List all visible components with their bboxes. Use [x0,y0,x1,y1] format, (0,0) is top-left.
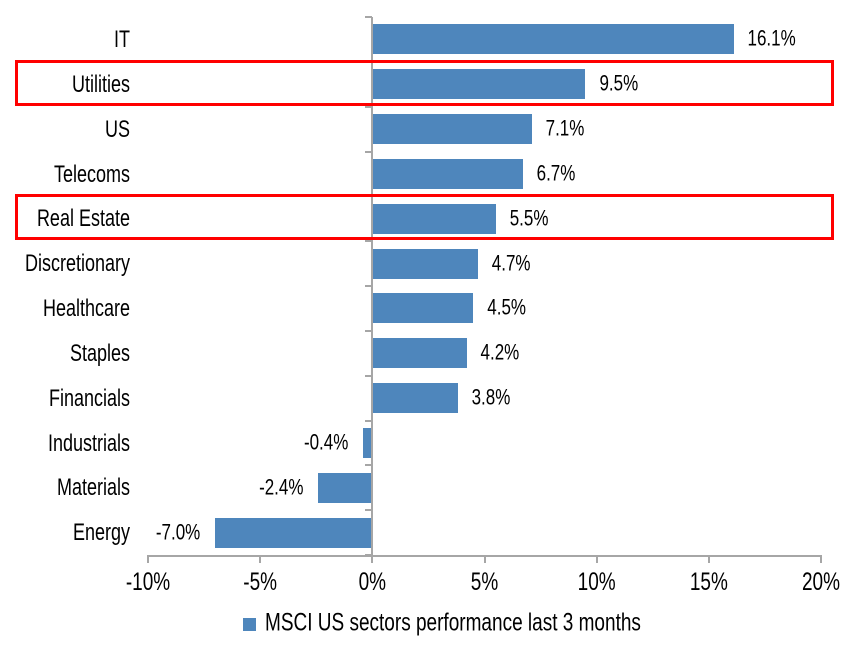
category-label: Energy [72,518,130,546]
x-tick-label: 5% [470,569,499,597]
value-label: -0.4% [303,429,349,455]
y-axis-tick [365,240,373,243]
value-label: 3.8% [471,384,511,410]
y-axis-tick [365,105,373,108]
bar [363,427,373,458]
category-label: Discretionary [24,249,130,277]
value-label: 4.7% [491,250,531,276]
value-label: 7.1% [545,115,585,141]
bar [215,517,373,548]
x-tick-label: -10% [125,569,171,597]
value-label: 4.5% [487,295,527,321]
category-label: Staples [69,339,130,366]
x-tick-label: -5% [243,569,278,597]
y-axis-tick [365,16,373,18]
y-axis-tick [365,419,373,422]
y-axis-tick [365,374,373,377]
highlight-box [15,59,834,106]
y-axis-tick [365,509,373,512]
bar [372,293,474,324]
bar [372,69,586,100]
bar [372,158,523,189]
zero-axis-line [371,17,374,563]
legend-label: MSCI US sectors performance last 3 month… [265,609,641,637]
y-axis-tick [365,285,373,287]
value-label: -2.4% [259,474,304,500]
x-tick-label: 0% [358,569,387,597]
x-axis-tick [595,555,598,563]
category-label: Utilities [71,70,130,97]
legend: MSCI US sectors performance last 3 month… [243,610,641,637]
value-label: 16.1% [747,26,796,52]
x-tick-label: 15% [689,569,728,597]
bar [372,383,458,414]
legend-marker-icon [243,617,256,631]
y-axis-tick [365,464,373,467]
category-label: Healthcare [42,294,130,322]
value-label: 9.5% [599,71,639,97]
x-axis-tick [259,555,262,563]
x-axis-tick [371,555,374,563]
value-label: 4.2% [480,340,520,366]
category-label: IT [114,25,130,53]
value-label: 5.5% [509,205,549,231]
x-axis-tick [820,555,822,563]
x-axis-tick [707,555,710,563]
bar [372,24,734,55]
category-label: Industrials [47,429,130,456]
bar [318,472,373,503]
category-label: Financials [48,384,130,411]
bar [372,338,467,369]
value-label: 6.7% [536,160,576,186]
bar [372,203,496,234]
x-axis-tick [483,555,486,563]
category-label: Real Estate [36,204,130,232]
y-axis-tick [365,329,373,332]
highlight-box [15,194,834,241]
x-tick-label: 20% [801,569,841,597]
x-axis-tick [147,555,149,563]
category-label: US [104,115,130,142]
category-label: Telecoms [53,160,130,187]
x-tick-label: 10% [577,569,616,597]
bar [372,248,478,279]
y-axis-tick [365,150,373,153]
category-label: Materials [56,473,130,501]
bar [372,114,532,145]
value-label: -7.0% [155,519,201,545]
